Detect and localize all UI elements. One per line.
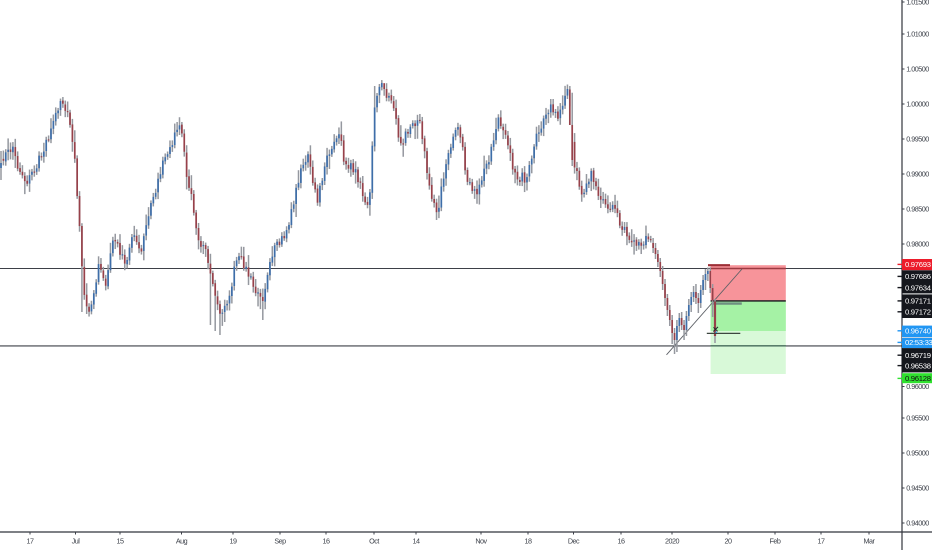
svg-text:Mar: Mar: [864, 537, 876, 546]
svg-text:0.95000: 0.95000: [906, 449, 929, 458]
svg-text:0.99500: 0.99500: [906, 135, 929, 144]
svg-text:1.01500: 1.01500: [906, 0, 929, 7]
svg-text:0.94000: 0.94000: [906, 519, 929, 528]
svg-text:0.96719: 0.96719: [905, 351, 931, 360]
svg-text:Sep: Sep: [274, 537, 286, 546]
svg-text:20: 20: [725, 537, 732, 546]
svg-text:0.97634: 0.97634: [905, 283, 932, 292]
svg-text:1.00000: 1.00000: [906, 100, 929, 109]
svg-text:Aug: Aug: [176, 537, 188, 546]
svg-text:18: 18: [525, 537, 532, 546]
svg-text:0.97172: 0.97172: [905, 308, 931, 317]
svg-text:0.99000: 0.99000: [906, 170, 929, 179]
svg-text:0.97693: 0.97693: [905, 260, 931, 269]
svg-text:Oct: Oct: [369, 537, 379, 546]
svg-text:0.97171: 0.97171: [905, 297, 931, 306]
svg-text:19: 19: [230, 537, 237, 546]
svg-text:16: 16: [323, 537, 330, 546]
svg-text:0.96000: 0.96000: [906, 382, 929, 391]
svg-text:1.01000: 1.01000: [906, 30, 929, 39]
svg-text:15: 15: [117, 537, 124, 546]
svg-text:0.96740: 0.96740: [905, 327, 931, 336]
svg-text:16: 16: [618, 537, 625, 546]
svg-text:02:53:33: 02:53:33: [905, 338, 932, 347]
svg-text:0.98000: 0.98000: [906, 240, 929, 249]
svg-text:0.96128: 0.96128: [905, 374, 931, 383]
svg-text:1.00500: 1.00500: [906, 65, 929, 74]
svg-text:Nov: Nov: [475, 537, 487, 546]
svg-text:Feb: Feb: [770, 537, 781, 546]
svg-text:0.97686: 0.97686: [905, 272, 931, 281]
svg-text:Jul: Jul: [72, 537, 81, 546]
svg-text:0.98500: 0.98500: [906, 205, 929, 214]
svg-text:14: 14: [413, 537, 420, 546]
svg-text:17: 17: [818, 537, 825, 546]
svg-text:0.95500: 0.95500: [906, 414, 929, 423]
svg-text:2020: 2020: [665, 537, 679, 546]
svg-text:0.96538: 0.96538: [905, 361, 931, 370]
svg-text:Dec: Dec: [568, 537, 580, 546]
svg-text:0.94500: 0.94500: [906, 484, 929, 493]
svg-text:17: 17: [27, 537, 34, 546]
